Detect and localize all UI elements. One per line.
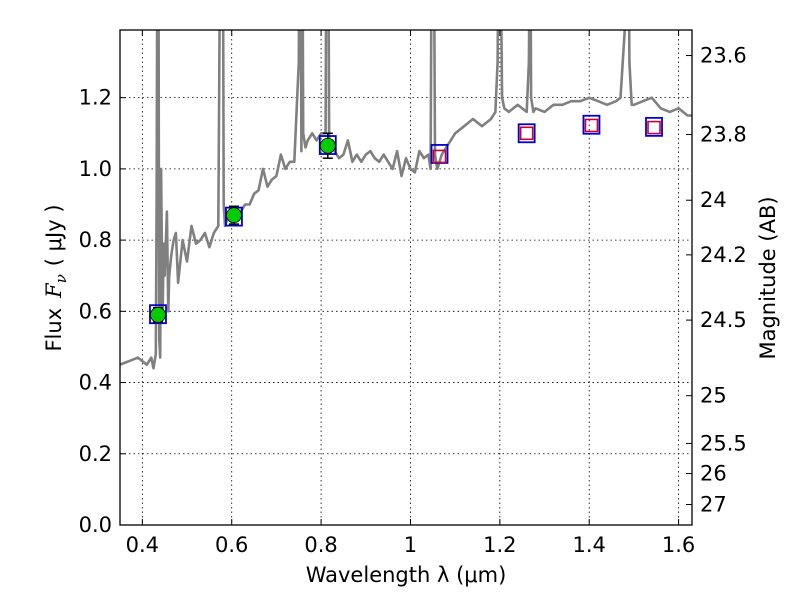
spectrum-line — [120, 30, 692, 370]
y-axis-label-subscript: ν — [52, 274, 70, 283]
y2-tick-label-2: 24 — [700, 188, 727, 212]
y2-tick-label-5: 25 — [700, 384, 727, 408]
x-tick-label-5: 1.4 — [573, 533, 606, 557]
model-flux-marker-3 — [647, 120, 661, 135]
x-axis-label: Wavelength λ (μm) — [306, 563, 507, 587]
y-axis-label-symbol: F — [42, 282, 66, 299]
x-tick-label-0: 0.4 — [126, 533, 159, 557]
observed-point-2 — [319, 137, 336, 154]
band-box-0 — [149, 304, 167, 325]
model-flux-marker-0 — [432, 149, 447, 164]
points-layer — [149, 114, 663, 325]
y2-tick-label-7: 26 — [700, 462, 727, 486]
y2-tick-label-0: 23.6 — [700, 44, 747, 68]
y-tick-label-6: 1.2 — [79, 86, 112, 110]
band-box-5 — [582, 114, 601, 135]
model-flux-marker-2 — [584, 118, 599, 133]
x-tick-label-2: 0.8 — [304, 533, 337, 557]
x-tick-label-1: 0.6 — [215, 533, 248, 557]
y2-tick-label-1: 23.8 — [700, 123, 747, 147]
y-tick-label-5: 1.0 — [79, 157, 112, 181]
y2-tick-label-6: 25.5 — [700, 431, 747, 455]
plot-frame — [119, 29, 693, 526]
y-axis-label-text: Flux — [42, 308, 66, 352]
band-box-6 — [645, 116, 663, 137]
y-axis-label: Flux Fν ( μJy ) — [42, 204, 70, 351]
grid — [120, 30, 692, 525]
x-tick-label-6: 1.6 — [662, 533, 695, 557]
y-tick-label-3: 0.6 — [79, 299, 112, 323]
band-box-4 — [517, 123, 536, 144]
observed-point-1 — [226, 207, 242, 224]
y-tick-label-0: 0.0 — [79, 513, 112, 537]
spectrum-layer — [120, 30, 692, 370]
y-tick-label-4: 0.8 — [79, 228, 112, 252]
y2-tick-label-8: 27 — [700, 493, 727, 517]
model-flux-marker-1 — [519, 126, 534, 141]
x-tick-label-3: 1 — [404, 533, 417, 557]
y-tick-label-2: 0.4 — [79, 371, 112, 395]
y-tick-label-1: 0.2 — [79, 442, 112, 466]
y2-axis-label: Magnitude (AB) — [756, 196, 780, 359]
y2-tick-label-3: 24.2 — [700, 243, 747, 267]
ticks-layer: 0.4 0.6 0.8 1 1.2 1.4 1.6 0.0 0.2 0.4 0.6 0.8 1.0 1.2… — [79, 30, 747, 557]
y-axis-label-unit: ( μJy ) — [42, 204, 66, 266]
plot-area-background — [120, 30, 692, 525]
y2-tick-label-4: 24.5 — [700, 308, 747, 332]
observed-point-0 — [150, 306, 166, 323]
x-tick-label-4: 1.2 — [483, 533, 516, 557]
